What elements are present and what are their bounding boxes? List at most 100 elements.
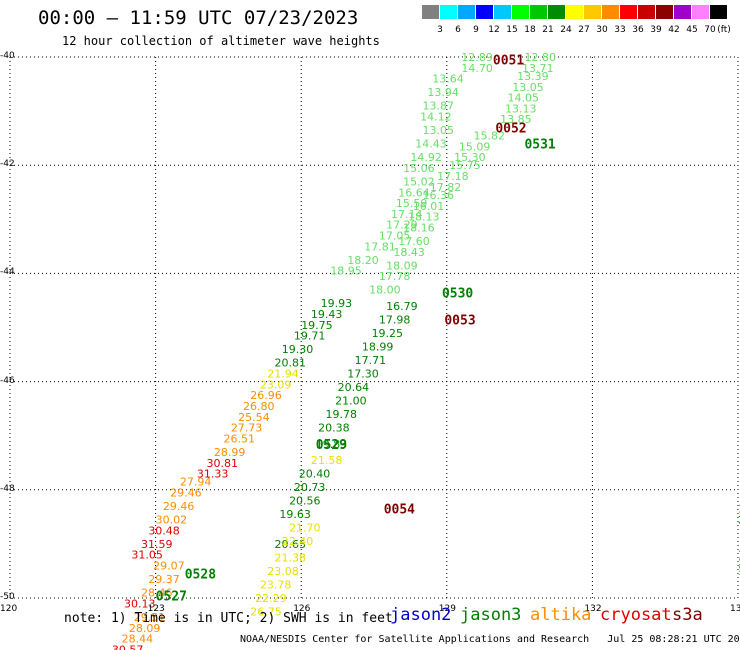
wave-height-value: 30.02: [156, 514, 188, 527]
wave-height-value: 19.30: [282, 343, 314, 356]
wave-height-value: 13.87: [423, 100, 455, 113]
latitude-label: -48: [0, 483, 15, 494]
legend-swatch: [674, 5, 691, 19]
wave-height-value: 31.05: [131, 549, 163, 562]
latitude-label: -42: [0, 159, 15, 170]
pass-time-label: 0052: [495, 121, 526, 136]
wave-height-value: 16.64: [398, 186, 430, 199]
wave-height-value: 29.07: [153, 560, 185, 573]
wave-height-value: 31.33: [197, 468, 229, 481]
wave-height-value: 19.83: [316, 438, 348, 451]
wave-height-value: 14.43: [415, 138, 447, 151]
pass-time-label: 0529: [316, 438, 347, 453]
wave-height-value: 18.43: [393, 246, 425, 259]
pass-time-label: 0051: [493, 54, 524, 69]
wave-height-value: 13.39: [517, 70, 549, 83]
wave-height-value: 21.58: [311, 454, 343, 467]
wave-height-value: 28.99: [214, 446, 246, 459]
wave-height-value: 18.00: [369, 284, 401, 297]
wave-height-value: 18.13: [408, 211, 440, 224]
wave-height-value: 15.09: [459, 140, 491, 153]
legend-swatch: [710, 5, 727, 19]
pass-time-label: 0530: [442, 286, 473, 301]
wave-height-value: 29.37: [148, 573, 180, 586]
wave-height-value: 23.09: [260, 378, 292, 391]
wave-height-value: 18.95: [330, 265, 362, 278]
wave-height-value: 13.64: [432, 73, 464, 86]
wave-height-value: 27.73: [231, 422, 263, 435]
wave-height-value: 19.78: [325, 408, 357, 421]
wave-height-value: 14.05: [507, 92, 539, 105]
legend-label: 30: [596, 25, 608, 35]
longitude-label: 129: [438, 604, 456, 614]
wave-height-value: 19.5: [738, 549, 740, 562]
legend-label: 39: [650, 25, 662, 35]
wave-height-value: 19.9: [738, 557, 740, 570]
legend-swatch: [548, 5, 565, 19]
legend-swatch: [656, 5, 673, 19]
wave-height-value: 19.93: [321, 297, 353, 310]
wave-height-value: 19.63: [279, 508, 311, 521]
wave-height-value: 28.09: [129, 622, 161, 635]
wave-height-value: 18.09: [386, 259, 418, 272]
wave-height-value: 12.89: [461, 51, 493, 64]
wave-height-value: 29.46: [170, 487, 202, 500]
wave-height-value: 30.57: [112, 643, 144, 650]
longitude-label: 135: [730, 604, 740, 614]
legend-label: 15: [506, 25, 518, 35]
legend-swatch: [638, 5, 655, 19]
wave-height-value: 17.60: [398, 235, 430, 248]
legend-label: 3: [437, 25, 443, 35]
wave-height-value: 30.13: [124, 597, 156, 610]
legend-label: 27: [578, 25, 590, 35]
longitude-label: 120: [0, 604, 18, 614]
wave-height-value: 22.40: [282, 535, 314, 548]
pass-time-label: 0527: [156, 589, 187, 604]
wave-height-value: 17.71: [355, 354, 387, 367]
legend-swatch: [530, 5, 547, 19]
wave-height-value: 17.29: [386, 219, 418, 232]
wave-height-value: 15.30: [454, 151, 486, 164]
time-labels: 0051 0052 0531 0530 0053 0529 0054 0528 0527: [156, 54, 556, 605]
legend-label: 6: [455, 25, 461, 35]
wave-height-value: 14.12: [420, 111, 452, 124]
wave-height-value: 18.99: [362, 340, 394, 353]
wave-height-value: 13.05: [512, 81, 544, 94]
wave-height-value: 13.94: [427, 86, 459, 99]
wave-height-value: 17.78: [379, 270, 411, 283]
wave-height-value: 23.08: [267, 565, 299, 578]
wave-height-value: 13.05: [423, 124, 455, 137]
wave-height-value: 30.81: [207, 457, 239, 470]
wave-height-value: 28.46: [141, 587, 173, 600]
wave-height-value: 21.70: [289, 522, 321, 535]
wave-height-value: 20.81: [275, 357, 307, 370]
legend-swatch: [692, 5, 709, 19]
latitude-label: -50: [0, 592, 15, 602]
legend-label: 24: [560, 25, 572, 35]
legend-swatch: [458, 5, 475, 19]
wave-height-value: 15.82: [473, 129, 505, 142]
satellite-label-altika: altika: [530, 605, 592, 625]
wave-height-value: 26.51: [224, 432, 256, 445]
latitude-label: -40: [0, 51, 15, 61]
wave-height-value: 15.59: [396, 197, 428, 210]
chart-subtitle: 12 hour collection of altimeter wave hei…: [62, 34, 380, 48]
footnote: note: 1) Time is in UTC; 2) SWH is in fe…: [64, 611, 393, 626]
wave-height-value: 20.38: [318, 422, 350, 435]
pass-time-label: 0053: [444, 313, 475, 328]
wave-height-value: 26.96: [250, 389, 281, 402]
wave-height-value: 18.16: [403, 221, 435, 234]
wave-height-value: 25.54: [238, 411, 270, 424]
legend-swatch: [620, 5, 637, 19]
legend-swatch: [512, 5, 529, 19]
wave-height-value: 16.01: [413, 200, 445, 213]
wave-height-value: 20.73: [294, 481, 326, 494]
wave-height-value: 17.14: [391, 208, 423, 221]
wave-height-value: 26.80: [243, 400, 275, 413]
satellite-label-s3a: s3a: [672, 605, 703, 625]
legend-swatch: [584, 5, 601, 19]
wave-height-value: 17.82: [430, 181, 462, 194]
wave-height-value: 15.02: [403, 175, 435, 188]
legend-unit: (ft): [717, 25, 731, 35]
wave-height-value: 14.70: [461, 62, 493, 75]
